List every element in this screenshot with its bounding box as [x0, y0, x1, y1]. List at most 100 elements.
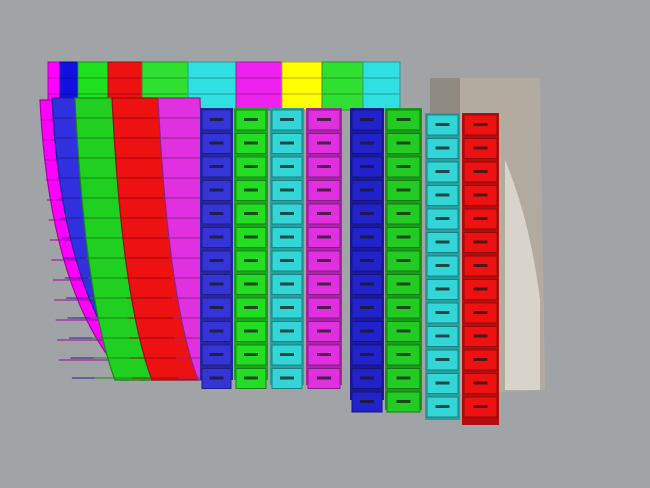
panel-tile [201, 297, 232, 319]
panel-tile [235, 344, 267, 366]
panel-label-mark [473, 217, 488, 220]
panel-label-mark [360, 353, 374, 356]
panel-tile [463, 114, 498, 136]
panel-label-mark [244, 259, 258, 262]
panel-label-mark [317, 235, 331, 239]
panel-tile [351, 250, 383, 272]
panel-label-mark [244, 376, 258, 380]
panel-label-mark [435, 358, 450, 361]
panel-label-mark [360, 400, 374, 403]
panel-label-mark [317, 141, 331, 145]
panel-tile [351, 344, 383, 366]
panel-label-mark [473, 381, 488, 385]
panel-tile [271, 321, 303, 342]
panel-tile [201, 250, 232, 272]
panel-tile [426, 208, 459, 230]
panel-label-mark [396, 376, 411, 380]
panel-tile [235, 156, 267, 178]
panel-label-mark [209, 235, 224, 239]
panel-label-mark [244, 188, 258, 192]
panel-tile [386, 227, 421, 248]
panel-label-mark [209, 212, 224, 215]
back-panel [281, 61, 323, 111]
panel-label-mark [396, 212, 411, 215]
panel-label-mark [360, 306, 374, 309]
panel-tile [307, 203, 341, 225]
panel-label-mark [435, 240, 450, 244]
panel-label-mark [209, 306, 224, 309]
panel-label-mark [435, 123, 450, 126]
panel-tile [201, 133, 232, 154]
panel-label-mark [280, 141, 294, 145]
panel-tile [307, 297, 341, 319]
panel-label-mark [317, 329, 331, 333]
panel-tile [201, 109, 232, 131]
panel-label-mark [317, 165, 331, 168]
panel-label-mark [435, 193, 450, 197]
panel-tile [201, 274, 232, 295]
panel-label-mark [360, 259, 374, 262]
panel-tile [235, 250, 267, 272]
panel-label-mark [317, 306, 331, 309]
panel-label-mark [360, 329, 374, 333]
panel-label-mark [209, 188, 224, 192]
panel-label-mark [280, 212, 294, 215]
panel-tile [426, 138, 459, 159]
panel-tile [351, 391, 383, 413]
panel-tile [386, 250, 421, 272]
panel-tile [426, 114, 459, 136]
back-panel [362, 61, 401, 111]
panel-label-mark [473, 170, 488, 173]
panel-tile [201, 180, 232, 201]
panel-tile [235, 368, 267, 389]
panel-label-mark [209, 353, 224, 356]
panel-label-mark [280, 353, 294, 356]
panel-tile [271, 133, 303, 154]
panel-label-mark [473, 287, 488, 291]
panel-tile [386, 180, 421, 201]
panel-label-mark [280, 306, 294, 309]
panel-tile [271, 344, 303, 366]
panel-tile [426, 349, 459, 371]
panel-label-mark [280, 118, 294, 121]
back-panel [235, 61, 283, 111]
panel-label-mark [244, 212, 258, 215]
panel-tile [351, 227, 383, 248]
panel-label-mark [244, 141, 258, 145]
panel-tile [426, 373, 459, 394]
panel-label-mark [435, 334, 450, 338]
panel-tile [235, 133, 267, 154]
panel-tile [235, 227, 267, 248]
panel-tile [426, 161, 459, 183]
panel-label-mark [396, 329, 411, 333]
panel-tile [307, 156, 341, 178]
panel-label-mark [280, 165, 294, 168]
panel-label-mark [360, 118, 374, 121]
panel-label-mark [435, 381, 450, 385]
panel-label-mark [244, 165, 258, 168]
panel-tile [271, 203, 303, 225]
panel-tile [386, 274, 421, 295]
panel-tile [271, 274, 303, 295]
panel-tile [386, 109, 421, 131]
panel-label-mark [360, 376, 374, 380]
panel-label-mark [244, 353, 258, 356]
panel-label-mark [396, 165, 411, 168]
panel-label-mark [317, 259, 331, 262]
panel-label-mark [209, 376, 224, 380]
panel-tile [426, 279, 459, 300]
panel-tile [235, 203, 267, 225]
panel-label-mark [360, 141, 374, 145]
panel-tile [271, 156, 303, 178]
panel-tile [386, 203, 421, 225]
panel-label-mark [473, 264, 488, 267]
panel-tile [386, 156, 421, 178]
panel-label-mark [209, 282, 224, 286]
panel-tile [426, 255, 459, 277]
panel-tile [235, 321, 267, 342]
panel-label-mark [360, 235, 374, 239]
panel-label-mark [435, 287, 450, 291]
panel-label-mark [209, 259, 224, 262]
panel-tile [386, 391, 421, 413]
